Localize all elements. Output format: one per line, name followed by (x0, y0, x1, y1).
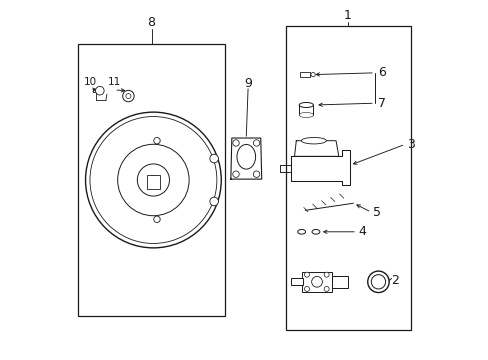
Circle shape (153, 138, 160, 144)
Circle shape (304, 287, 309, 292)
Ellipse shape (311, 229, 319, 234)
Circle shape (90, 117, 216, 243)
Text: 8: 8 (147, 16, 155, 29)
Bar (331, 276, 347, 288)
Ellipse shape (301, 138, 325, 144)
Circle shape (125, 94, 131, 99)
Circle shape (324, 287, 328, 292)
Text: 4: 4 (358, 225, 366, 238)
Text: 1: 1 (344, 9, 351, 22)
Text: 6: 6 (378, 66, 386, 79)
Text: 9: 9 (244, 77, 251, 90)
Bar (78, 44, 224, 316)
Ellipse shape (237, 144, 255, 169)
Ellipse shape (297, 229, 305, 234)
Text: 3: 3 (406, 138, 414, 151)
Text: 5: 5 (372, 206, 380, 219)
Circle shape (95, 86, 104, 95)
Circle shape (304, 272, 309, 277)
Circle shape (122, 90, 134, 102)
Text: 7: 7 (378, 97, 386, 110)
Ellipse shape (299, 112, 313, 117)
Circle shape (137, 164, 169, 196)
Bar (285, 26, 410, 330)
Bar (299, 105, 313, 115)
Ellipse shape (299, 103, 313, 108)
Text: 2: 2 (390, 274, 398, 287)
Circle shape (311, 276, 322, 287)
Bar (147, 175, 160, 189)
Circle shape (209, 197, 218, 206)
Circle shape (232, 140, 239, 146)
Circle shape (310, 72, 315, 77)
Bar (300, 72, 309, 77)
Circle shape (253, 171, 259, 177)
Circle shape (324, 272, 328, 277)
Circle shape (153, 216, 160, 222)
Circle shape (253, 140, 259, 146)
Text: 11: 11 (107, 77, 121, 87)
Circle shape (149, 176, 157, 184)
Bar (290, 278, 303, 285)
Circle shape (367, 271, 388, 293)
Circle shape (232, 171, 239, 177)
Bar (301, 272, 331, 292)
Circle shape (370, 275, 385, 289)
Text: 10: 10 (83, 77, 97, 87)
Circle shape (85, 112, 221, 248)
Circle shape (118, 144, 189, 216)
Circle shape (209, 154, 218, 163)
